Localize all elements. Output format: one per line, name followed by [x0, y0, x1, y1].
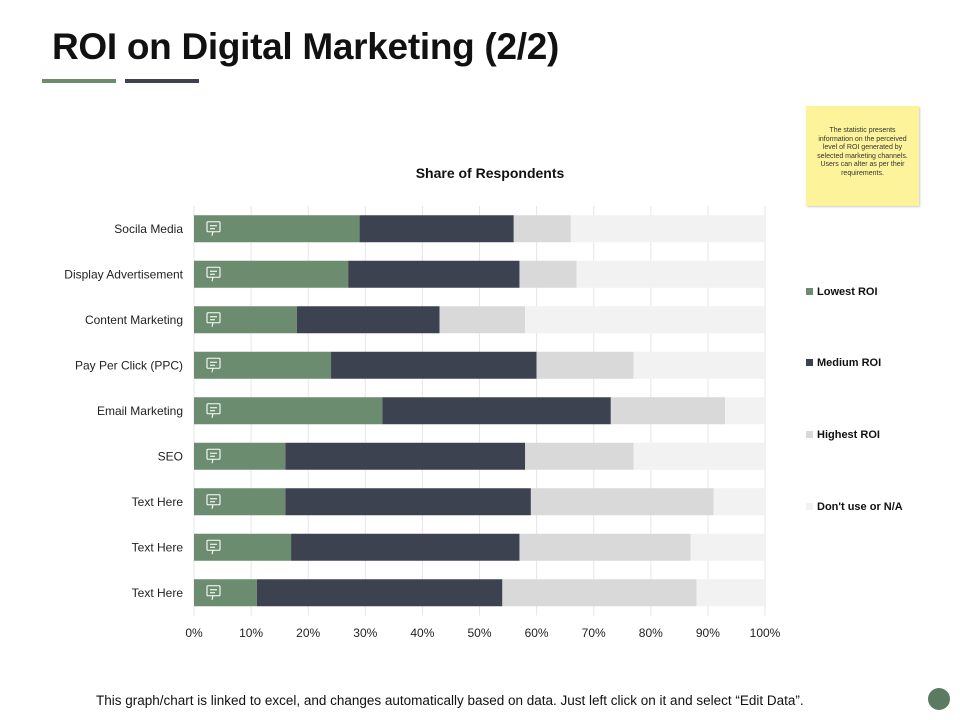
display-ad-icon [206, 266, 221, 282]
x-tick-label: 50% [467, 626, 491, 640]
legend-swatch [806, 288, 813, 295]
category-label: SEO [158, 449, 183, 463]
category-label: Pay Per Click (PPC) [75, 358, 183, 372]
x-tick-label: 60% [525, 626, 549, 640]
document-icon [206, 539, 221, 555]
category-label: Text Here [132, 586, 184, 600]
growth-chart-icon [206, 494, 221, 509]
bar-medium-roi-7 [291, 533, 520, 561]
bar-medium-roi-6 [285, 488, 531, 516]
x-tick-label: 10% [239, 626, 263, 640]
category-label: Socila Media [114, 222, 183, 236]
bar-don-t-use-or-n-a-0 [570, 215, 765, 243]
chart-title: Share of Respondents [416, 165, 565, 181]
x-tick-label: 0% [185, 626, 203, 640]
category-label: Text Here [132, 495, 184, 509]
x-tick-label: 70% [582, 626, 606, 640]
bar-highest-roi-3 [536, 351, 634, 379]
bar-don-t-use-or-n-a-5 [633, 442, 765, 470]
bar-medium-roi-2 [296, 306, 440, 334]
category-label: Text Here [132, 540, 184, 554]
social-media-icon [206, 221, 221, 236]
bar-lowest-roi-7 [194, 533, 292, 561]
bar-highest-roi-7 [519, 533, 691, 561]
bar-lowest-roi-6 [194, 488, 286, 516]
bar-medium-roi-8 [256, 579, 503, 607]
bar-don-t-use-or-n-a-4 [725, 397, 765, 425]
legend-swatch [806, 503, 813, 510]
seo-magnifier-icon [206, 448, 221, 464]
bar-medium-roi-5 [285, 442, 526, 470]
bar-don-t-use-or-n-a-2 [525, 306, 765, 334]
settings-doc-icon [206, 585, 221, 600]
x-tick-label: 20% [296, 626, 320, 640]
decorative-dot [928, 688, 950, 710]
bar-lowest-roi-1 [194, 260, 349, 288]
bar-don-t-use-or-n-a-8 [696, 579, 765, 607]
bar-medium-roi-3 [331, 351, 537, 379]
bar-lowest-roi-5 [194, 442, 286, 470]
bar-lowest-roi-3 [194, 351, 332, 379]
x-tick-label: 30% [353, 626, 377, 640]
x-tick-label: 80% [639, 626, 663, 640]
bar-lowest-roi-8 [194, 579, 257, 607]
bar-lowest-roi-2 [194, 306, 297, 334]
bar-highest-roi-5 [525, 442, 634, 470]
bar-don-t-use-or-n-a-6 [713, 488, 765, 516]
bar-don-t-use-or-n-a-3 [633, 351, 765, 379]
footer-note: This graph/chart is linked to excel, and… [96, 693, 804, 708]
bar-lowest-roi-0 [194, 215, 360, 243]
bar-highest-roi-8 [502, 579, 697, 607]
x-tick-label: 100% [750, 626, 781, 640]
legend-label: Don't use or N/A [817, 501, 903, 513]
email-icon [206, 403, 221, 418]
legend-swatch [806, 431, 813, 438]
bar-medium-roi-0 [359, 215, 514, 243]
bar-medium-roi-1 [348, 260, 520, 288]
bar-don-t-use-or-n-a-1 [576, 260, 765, 288]
bar-highest-roi-1 [519, 260, 577, 288]
bar-highest-roi-6 [530, 488, 714, 516]
x-tick-label: 40% [410, 626, 434, 640]
legend-label: Lowest ROI [817, 286, 878, 298]
category-label: Display Advertisement [64, 267, 183, 281]
content-icon [206, 312, 221, 327]
legend-swatch [806, 359, 813, 366]
bar-highest-roi-2 [439, 306, 526, 334]
ppc-monitor-icon [206, 357, 221, 373]
category-label: Content Marketing [85, 313, 183, 327]
bar-highest-roi-4 [610, 397, 726, 425]
bar-highest-roi-0 [513, 215, 571, 243]
page-title: ROI on Digital Marketing (2/2) [52, 26, 559, 67]
sticky-note: The statistic presents information on th… [806, 106, 919, 206]
category-label: Email Marketing [97, 404, 183, 418]
legend-label: Highest ROI [817, 429, 880, 441]
bar-medium-roi-4 [382, 397, 611, 425]
bar-lowest-roi-4 [194, 397, 383, 425]
x-tick-label: 90% [696, 626, 720, 640]
legend-label: Medium ROI [817, 357, 881, 369]
title-underline-dark [125, 79, 199, 83]
bar-don-t-use-or-n-a-7 [690, 533, 765, 561]
title-underline-green [42, 79, 116, 83]
